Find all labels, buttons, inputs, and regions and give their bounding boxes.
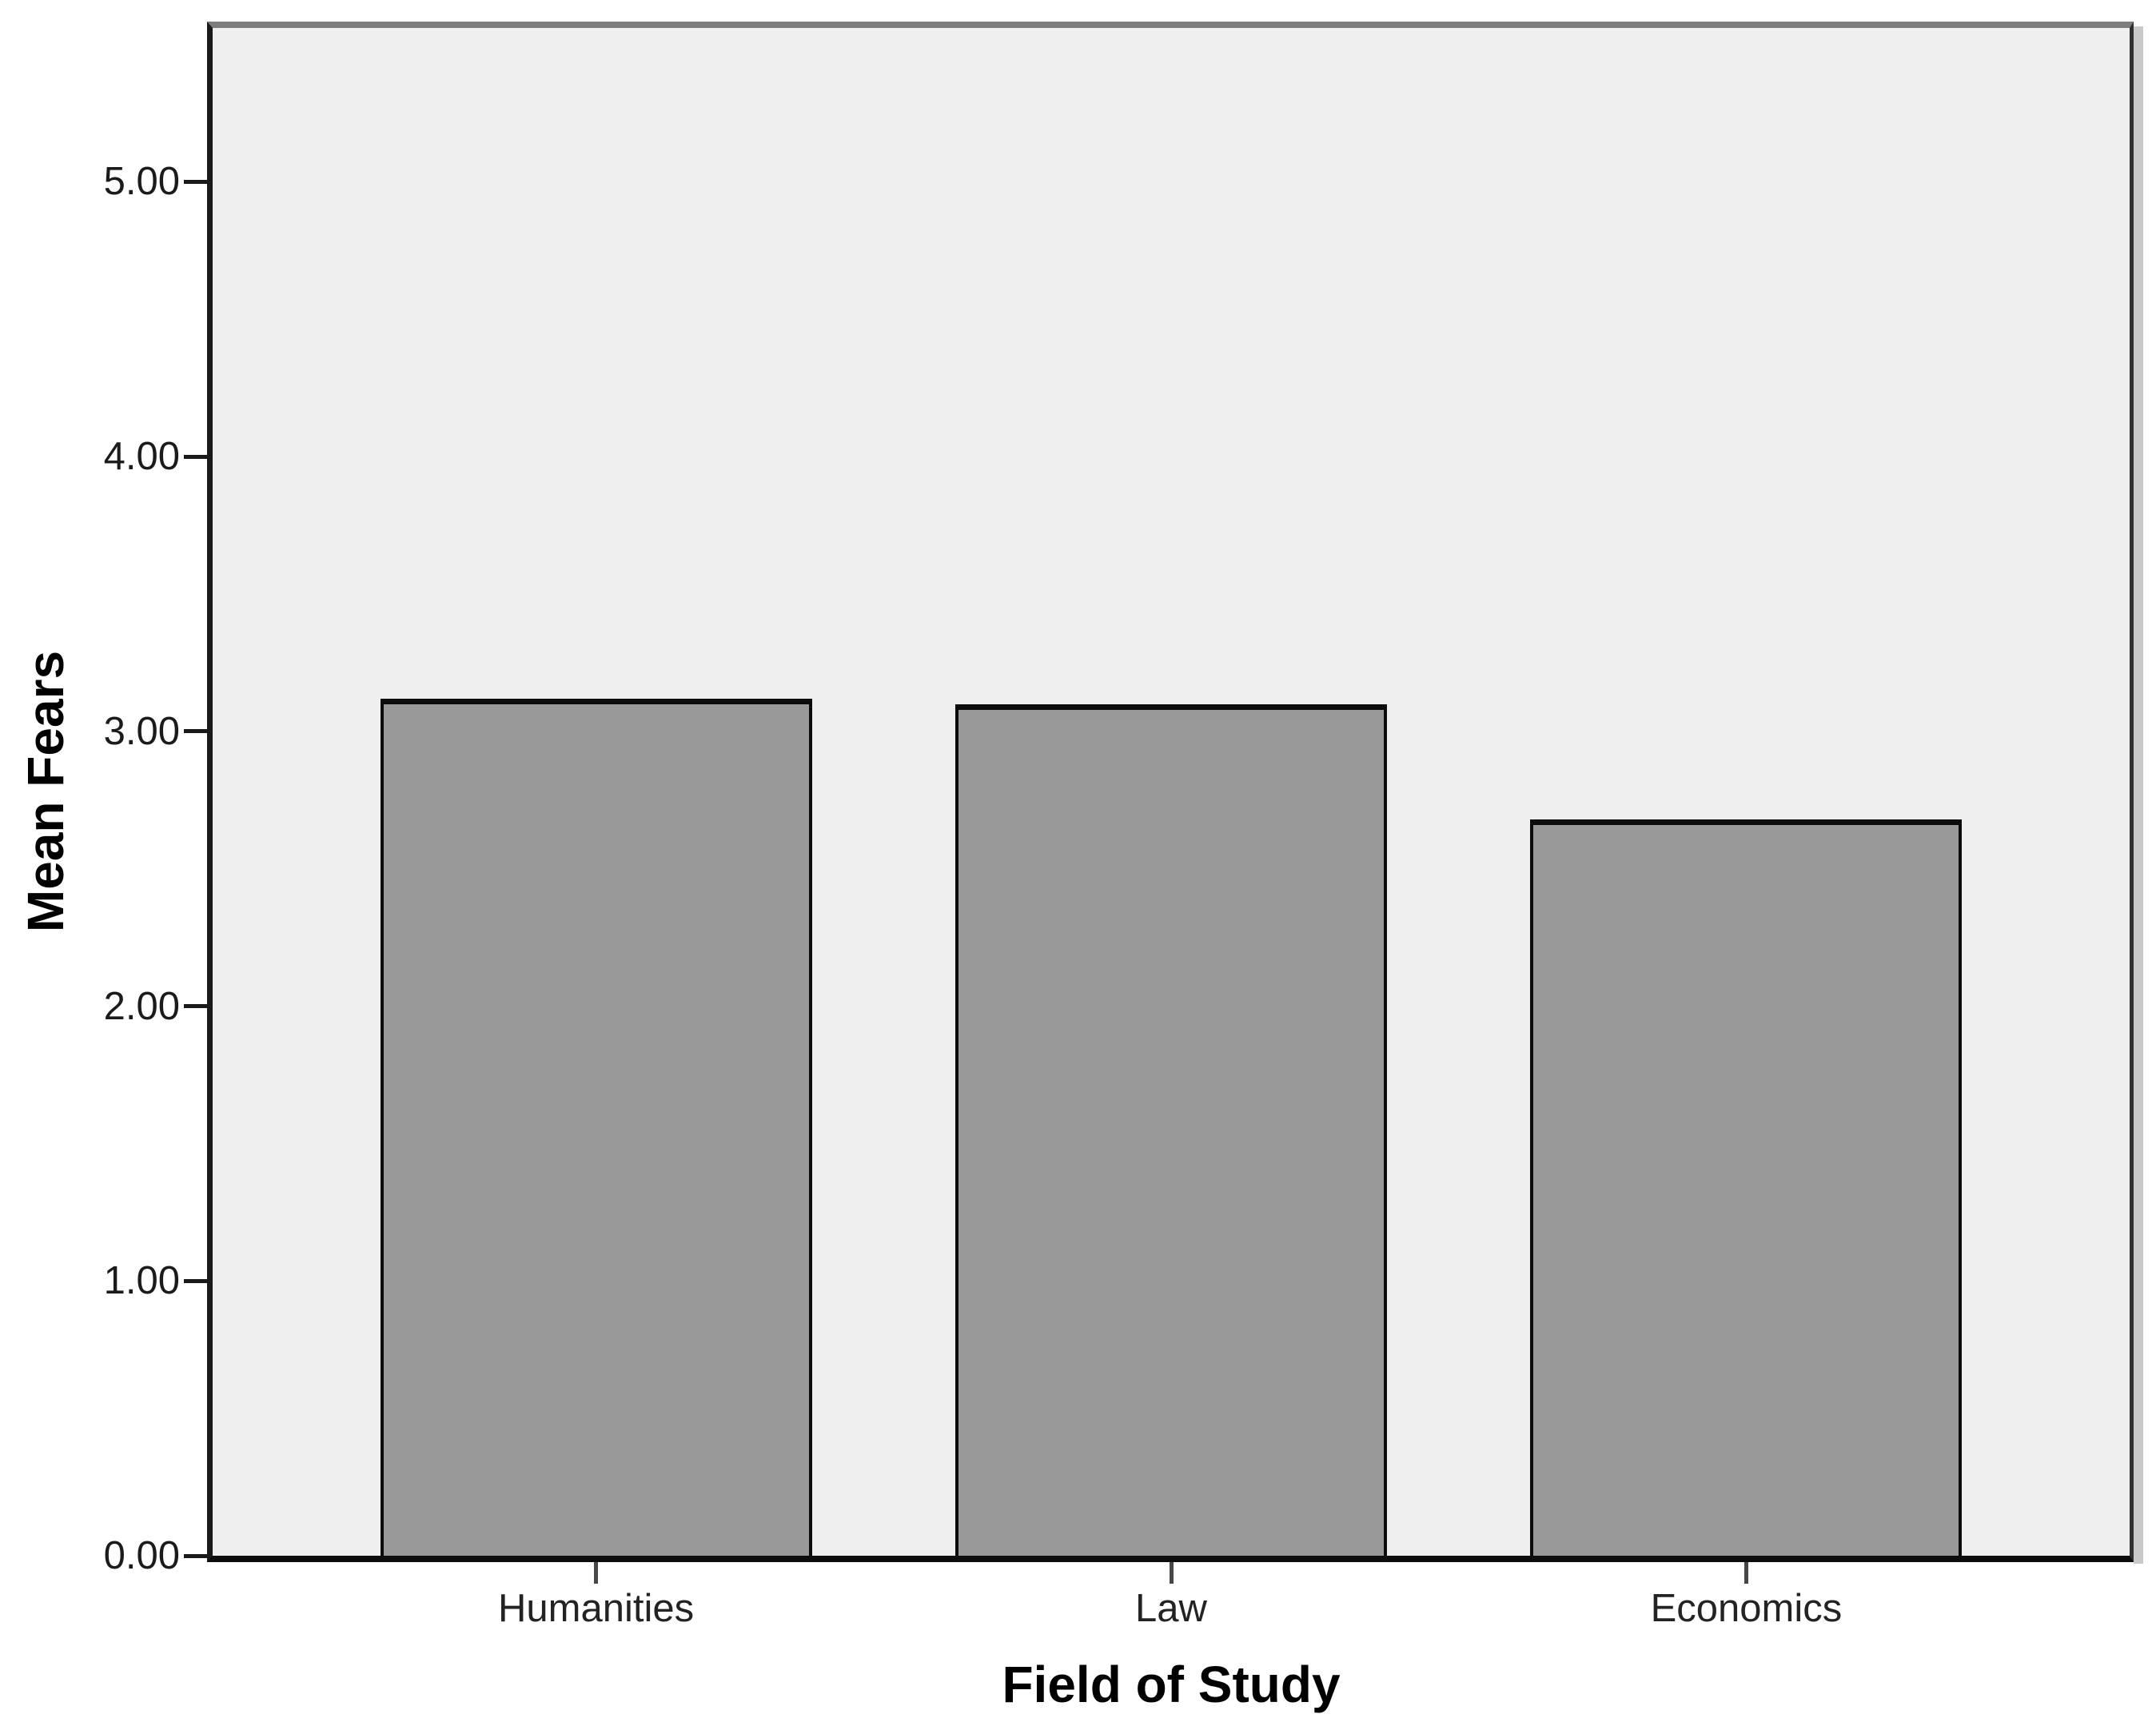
x-category-label-humanities: Humanities	[498, 1587, 695, 1630]
x-tick-mark	[594, 1562, 599, 1584]
y-tick-mark	[184, 454, 207, 459]
x-tick-mark	[1744, 1562, 1748, 1584]
y-tick-label: 1.00	[103, 1259, 180, 1303]
y-tick-mark	[184, 179, 207, 184]
y-tick-label: 3.00	[103, 709, 180, 753]
bar-law	[954, 704, 1387, 1556]
y-tick-mark	[184, 729, 207, 734]
plot-area	[207, 22, 2143, 1564]
y-tick-label: 0.00	[103, 1534, 180, 1577]
bar-economics	[1530, 819, 1963, 1556]
bar-humanities	[380, 698, 812, 1556]
x-tick-mark	[1169, 1562, 1174, 1584]
y-tick-mark	[184, 1278, 207, 1283]
y-tick-mark	[184, 1004, 207, 1009]
x-axis-title: Field of Study	[1002, 1656, 1341, 1713]
y-axis-title: Mean Fears	[17, 650, 74, 933]
x-category-label-law: Law	[1135, 1587, 1207, 1630]
y-tick-label: 2.00	[103, 984, 180, 1028]
y-tick-label: 5.00	[103, 160, 180, 204]
x-category-label-economics: Economics	[1650, 1587, 1843, 1630]
y-tick-mark	[184, 1553, 207, 1558]
y-tick-label: 4.00	[103, 435, 180, 479]
